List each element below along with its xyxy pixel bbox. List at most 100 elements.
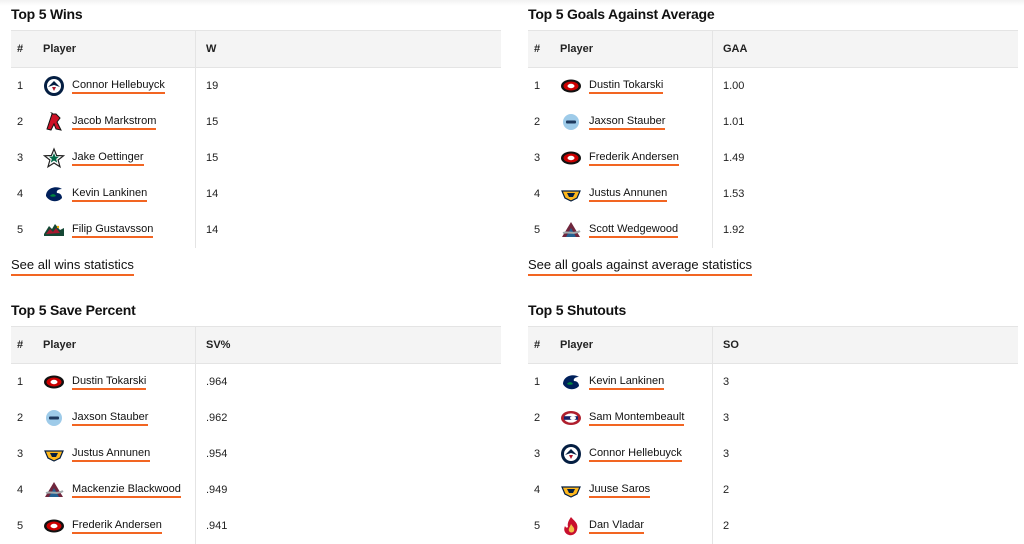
table-row: 1 Dustin Tokarski .964 <box>11 363 501 400</box>
table-row: 4 Kevin Lankinen 14 <box>11 176 501 212</box>
gaa-value: 1.53 <box>723 188 745 200</box>
player-cell: Justus Annunen <box>43 436 196 472</box>
player-cell: Dustin Tokarski <box>560 67 713 104</box>
save-percent-column-header: SV% <box>195 326 501 364</box>
player-link[interactable]: Justus Annunen <box>72 447 151 462</box>
wins-leaders-section: Top 5 Wins # Player W 1 Connor Hellebuyc… <box>11 4 501 248</box>
predators-logo-icon <box>43 443 65 465</box>
player-cell: Kevin Lankinen <box>43 176 196 212</box>
jets-logo-icon <box>560 443 582 465</box>
section-title: Top 5 Save Percent <box>11 302 136 318</box>
player-link[interactable]: Dustin Tokarski <box>589 79 664 94</box>
player-link[interactable]: Dan Vladar <box>589 519 645 534</box>
table-header-row: # Player SO <box>528 326 1018 364</box>
player-column-header: Player <box>560 326 713 364</box>
player-link[interactable]: Jaxson Stauber <box>589 115 666 130</box>
table-row: 5 Scott Wedgewood 1.92 <box>528 212 1018 248</box>
table-row: 3 Justus Annunen .954 <box>11 436 501 472</box>
table-row: 4 Justus Annunen 1.53 <box>528 176 1018 212</box>
player-link[interactable]: Juuse Saros <box>589 483 651 498</box>
shutouts-value: 2 <box>723 520 730 532</box>
player-link[interactable]: Kevin Lankinen <box>589 375 665 390</box>
save-percent-table: # Player SV% 1 Dustin Tokarski .964 2 Ja… <box>11 326 501 544</box>
wins-column-header: W <box>195 30 501 68</box>
player-link[interactable]: Dustin Tokarski <box>72 375 147 390</box>
save-percent-value: .954 <box>206 448 228 460</box>
see-all-gaa-link[interactable]: See all goals against average statistics <box>528 257 753 276</box>
player-link[interactable]: Connor Hellebuyck <box>72 79 165 94</box>
rank-cell: 5 <box>534 224 541 236</box>
player-link[interactable]: Jacob Markstrom <box>72 115 157 130</box>
player-cell: Jake Oettinger <box>43 140 196 176</box>
rank-cell: 4 <box>17 484 24 496</box>
table-row: 5 Frederik Andersen .941 <box>11 508 501 544</box>
rank-column-header: # <box>11 30 43 68</box>
player-column-header: Player <box>43 326 196 364</box>
player-cell: Mackenzie Blackwood <box>43 472 196 508</box>
player-cell: Connor Hellebuyck <box>43 67 196 104</box>
table-row: 5 Dan Vladar 2 <box>528 508 1018 544</box>
player-cell: Scott Wedgewood <box>560 212 713 248</box>
gaa-value: 1.00 <box>723 80 745 92</box>
table-row: 2 Jacob Markstrom 15 <box>11 104 501 140</box>
player-link[interactable]: Connor Hellebuyck <box>589 447 682 462</box>
flames-logo-icon <box>560 515 582 537</box>
table-row: 2 Jaxson Stauber .962 <box>11 400 501 436</box>
player-link[interactable]: Sam Montembeault <box>589 411 685 426</box>
see-all-wins-link[interactable]: See all wins statistics <box>11 257 134 276</box>
rank-cell: 4 <box>17 188 24 200</box>
table-row: 3 Jake Oettinger 15 <box>11 140 501 176</box>
devils-logo-icon <box>43 111 65 133</box>
table-row: 2 Jaxson Stauber 1.01 <box>528 104 1018 140</box>
player-link[interactable]: Frederik Andersen <box>72 519 162 534</box>
table-row: 3 Connor Hellebuyck 3 <box>528 436 1018 472</box>
table-header-row: # Player GAA <box>528 30 1018 68</box>
player-link[interactable]: Frederik Andersen <box>589 151 679 166</box>
gaa-table: # Player GAA 1 Dustin Tokarski 1.00 2 Ja… <box>528 30 1018 248</box>
wins-table: # Player W 1 Connor Hellebuyck 19 2 Jaco… <box>11 30 501 248</box>
wild-logo-icon <box>43 219 65 241</box>
shutouts-value: 2 <box>723 484 730 496</box>
gaa-value: 1.49 <box>723 152 745 164</box>
shutouts-leaders-section: Top 5 Shutouts # Player SO 1 Kevin Lanki… <box>528 300 1018 544</box>
table-row: 1 Connor Hellebuyck 19 <box>11 67 501 104</box>
table-row: 1 Dustin Tokarski 1.00 <box>528 67 1018 104</box>
table-row: 4 Juuse Saros 2 <box>528 472 1018 508</box>
player-column-header: Player <box>560 30 713 68</box>
player-cell: Dustin Tokarski <box>43 363 196 400</box>
player-cell: Filip Gustavsson <box>43 212 196 248</box>
shutouts-table: # Player SO 1 Kevin Lankinen 3 2 Sam Mon… <box>528 326 1018 544</box>
player-link[interactable]: Justus Annunen <box>589 187 668 202</box>
player-column-header: Player <box>43 30 196 68</box>
shutouts-value: 3 <box>723 448 730 460</box>
rank-cell: 2 <box>17 412 24 424</box>
predators-logo-icon <box>560 183 582 205</box>
player-cell: Kevin Lankinen <box>560 363 713 400</box>
rank-cell: 5 <box>17 520 24 532</box>
jets-logo-icon <box>43 75 65 97</box>
hurricanes-logo-icon <box>560 147 582 169</box>
canadiens-logo-icon <box>560 407 582 429</box>
player-cell: Juuse Saros <box>560 472 713 508</box>
rank-column-header: # <box>528 30 560 68</box>
player-link[interactable]: Scott Wedgewood <box>589 223 679 238</box>
rank-cell: 3 <box>534 152 541 164</box>
rank-cell: 3 <box>534 448 541 460</box>
hurricanes-logo-icon <box>43 371 65 393</box>
canucks-logo-icon <box>43 183 65 205</box>
player-link[interactable]: Jake Oettinger <box>72 151 144 166</box>
section-title: Top 5 Wins <box>11 6 83 22</box>
player-link[interactable]: Filip Gustavsson <box>72 223 154 238</box>
canucks-logo-icon <box>560 371 582 393</box>
table-header-row: # Player W <box>11 30 501 68</box>
avalanche-logo-icon <box>560 219 582 241</box>
rank-cell: 5 <box>17 224 24 236</box>
player-cell: Frederik Andersen <box>560 140 713 176</box>
player-link[interactable]: Mackenzie Blackwood <box>72 483 181 498</box>
rank-cell: 4 <box>534 484 541 496</box>
utah-logo-icon <box>43 407 65 429</box>
table-row: 4 Mackenzie Blackwood .949 <box>11 472 501 508</box>
rank-cell: 1 <box>534 376 541 388</box>
player-link[interactable]: Kevin Lankinen <box>72 187 148 202</box>
player-link[interactable]: Jaxson Stauber <box>72 411 149 426</box>
